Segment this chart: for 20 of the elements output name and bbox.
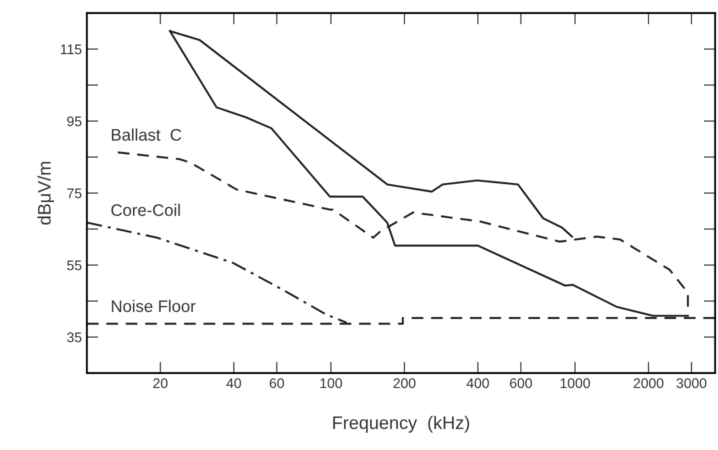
x-tick-label: 60 — [270, 378, 284, 388]
x-tick-label: 400 — [466, 378, 489, 388]
y-axis-title: dBμV/m — [37, 162, 54, 225]
x-axis-title: Frequency (kHz) — [333, 416, 470, 433]
series-label: Ballast C — [112, 128, 182, 141]
y-tick-label: 35 — [67, 332, 82, 342]
x-tick-label: 2000 — [634, 378, 664, 388]
y-tick-label: 75 — [67, 188, 82, 198]
y-tick-label: 95 — [67, 116, 82, 126]
y-tick-label: 55 — [67, 260, 82, 270]
y-tick-label: 115 — [60, 44, 82, 54]
series-label: Core-Coil — [111, 204, 180, 216]
series-label: Noise Floor — [112, 300, 196, 312]
x-tick-label: 1000 — [560, 378, 590, 388]
x-tick-label: 200 — [394, 378, 416, 388]
x-tick-label: 20 — [153, 378, 168, 388]
x-tick-label: 600 — [510, 378, 532, 388]
x-tick-label: 40 — [226, 378, 242, 388]
x-tick-label: 3000 — [676, 378, 706, 388]
x-tick-label: 100 — [320, 378, 342, 388]
